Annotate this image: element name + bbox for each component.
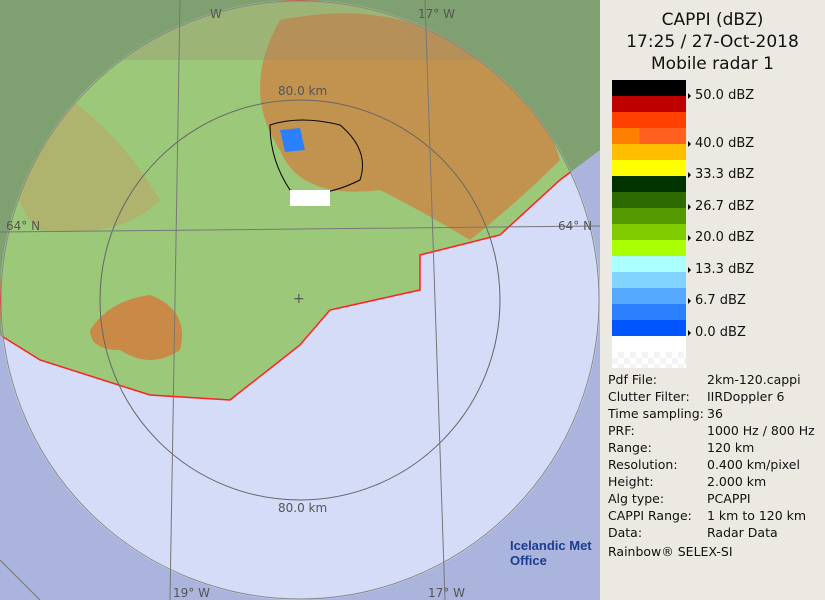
range-label-bottom: 80.0 km (278, 501, 327, 515)
highland (90, 295, 182, 360)
info-key: Height: (608, 474, 654, 489)
legend-swatch (612, 256, 686, 272)
legend-swatch (612, 128, 686, 144)
info-key: Alg type: (608, 491, 665, 506)
legend-label: 6.7 dBZ (688, 293, 746, 308)
longitude-line (169, 0, 181, 600)
legend-label: 20.0 dBZ (688, 230, 754, 245)
info-value: Radar Data (707, 525, 778, 540)
legend-swatch (612, 272, 686, 288)
legend-swatch (612, 112, 686, 128)
radar-map[interactable]: 80.0 km 80.0 km 64° N 64° N W 17° W 19° … (0, 0, 600, 600)
legend-swatch (612, 208, 686, 224)
info-row: Alg type: PCAPPI (608, 490, 815, 507)
logo-line2: Office (510, 553, 547, 568)
product-datetime: 17:25 / 27-Oct-2018 (626, 32, 799, 52)
info-row: Pdf File: 2km-120.cappi (608, 371, 815, 388)
legend-swatch (612, 240, 686, 256)
legend-swatch (612, 144, 686, 160)
info-row: Range: 120 km (608, 439, 815, 456)
legend-label: 50.0 dBZ (688, 88, 754, 103)
color-legend: 50.0 dBZ 40.0 dBZ 33.3 dBZ 26.7 dBZ 20.0… (612, 80, 754, 368)
info-key: Time sampling: (608, 406, 704, 421)
legend-swatch (612, 160, 686, 176)
info-value: 1000 Hz / 800 Hz (707, 423, 815, 438)
info-value: 1 km to 120 km (707, 508, 807, 523)
info-value: 2.000 km (707, 474, 767, 489)
longitude-line (424, 0, 446, 600)
info-value: 120 km (707, 440, 755, 455)
lat-label-right: 64° N (558, 219, 592, 233)
lon-label-bottom-left: 19° W (173, 586, 210, 600)
legend-label: 33.3 dBZ (688, 167, 754, 182)
radar-site-marker: + (293, 291, 305, 307)
info-value: 36 (707, 406, 723, 421)
info-value: 0.400 km/pixel (707, 457, 800, 472)
range-label-top: 80.0 km (278, 84, 327, 98)
glacier-outline (269, 119, 363, 194)
info-value: PCAPPI (707, 491, 751, 506)
info-row: Time sampling: 36 (608, 405, 815, 422)
imo-logo: Icelandic Met Office (510, 538, 592, 568)
legend-label: 0.0 dBZ (688, 325, 746, 340)
info-value: 2km-120.cappi (707, 372, 801, 387)
legend-swatch (612, 320, 686, 336)
info-key: Clutter Filter: (608, 389, 690, 404)
lon-label-bottom-right: 17° W (428, 586, 465, 600)
lon-label-top-right: 17° W (418, 7, 455, 21)
legend-label: 40.0 dBZ (688, 136, 754, 151)
product-title: CAPPI (dBZ) (661, 10, 764, 30)
legend-swatch (612, 304, 686, 320)
info-key: Resolution: (608, 457, 678, 472)
legend-swatch (612, 192, 686, 208)
info-key: Data: (608, 525, 643, 540)
metadata-table: Pdf File: 2km-120.cappi Clutter Filter: IIR… (608, 371, 815, 560)
info-row: Data: Radar Data (608, 524, 815, 541)
lat-label-left: 64° N (6, 219, 40, 233)
range-ring-80km (99, 99, 501, 501)
logo-line1: Icelandic Met (510, 538, 592, 553)
legend-swatch (612, 336, 686, 352)
highland (260, 13, 560, 241)
range-ring-120km (0, 0, 600, 600)
legend-swatch (612, 96, 686, 112)
lon-label-top-left: W (210, 7, 222, 21)
info-row: PRF: 1000 Hz / 800 Hz (608, 422, 815, 439)
info-value: IIRDoppler 6 (707, 389, 785, 404)
radar-name: Mobile radar 1 (651, 54, 774, 74)
info-row: Clutter Filter: IIRDoppler 6 (608, 388, 815, 405)
radar-echo (290, 190, 330, 206)
info-panel: CAPPI (dBZ) 17:25 / 27-Oct-2018 Mobile r… (600, 0, 825, 600)
info-row: Resolution: 0.400 km/pixel (608, 456, 815, 473)
latitude-line (0, 225, 600, 233)
legend-label: 26.7 dBZ (688, 199, 754, 214)
radar-echo (280, 128, 305, 152)
info-row: Height: 2.000 km (608, 473, 815, 490)
legend-label: 13.3 dBZ (688, 262, 754, 277)
info-key: Pdf File: (608, 372, 657, 387)
legend-swatch (612, 224, 686, 240)
legend-swatch-nodata (612, 352, 686, 368)
info-row: CAPPI Range: 1 km to 120 km (608, 507, 815, 524)
info-key: Range: (608, 440, 652, 455)
legend-swatch (612, 176, 686, 192)
info-key: CAPPI Range: (608, 508, 692, 523)
legend-swatch (612, 288, 686, 304)
info-key: PRF: (608, 423, 635, 438)
legend-swatch (612, 80, 686, 96)
footer-credit: Rainbow® SELEX-SI (608, 544, 733, 559)
